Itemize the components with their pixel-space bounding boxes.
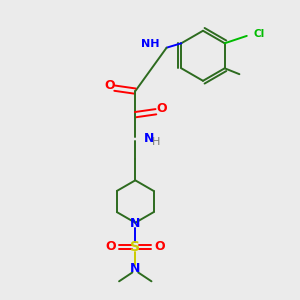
Text: O: O	[104, 79, 115, 92]
Text: O: O	[106, 240, 116, 254]
Text: N: N	[130, 262, 140, 275]
Text: O: O	[156, 102, 166, 115]
Text: N: N	[143, 132, 154, 145]
Text: NH: NH	[141, 39, 159, 49]
Text: S: S	[130, 240, 140, 254]
Text: H: H	[152, 137, 161, 147]
Text: N: N	[130, 217, 140, 230]
Text: Cl: Cl	[253, 29, 265, 39]
Text: O: O	[154, 240, 165, 254]
